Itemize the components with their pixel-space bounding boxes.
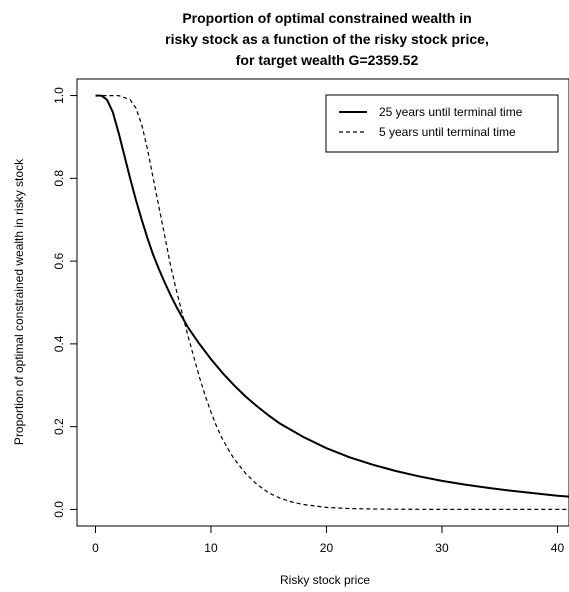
series-line-25-years (95, 94, 569, 498)
chart-title-line-1: Proportion of optimal constrained wealth… (182, 10, 471, 26)
y-tick-label: 0.0 (52, 501, 66, 518)
chart-title-line-2: risky stock as a function of the risky s… (165, 31, 489, 47)
legend-label-25-years: 25 years until terminal time (379, 105, 523, 119)
y-tick-label: 0.4 (52, 335, 66, 352)
plot-frame (76, 78, 569, 527)
y-axis-label: Proportion of optimal constrained wealth… (12, 158, 26, 445)
x-tick-label: 20 (320, 541, 334, 555)
y-tick-label: 0.8 (52, 170, 66, 187)
chart-title-line-3: for target wealth G=2359.52 (236, 52, 419, 68)
series-layer (95, 94, 569, 510)
legend: 25 years until terminal time 5 years unt… (325, 94, 559, 153)
x-tick-label: 40 (551, 541, 565, 555)
series-line-5-years (95, 94, 569, 510)
x-axis-label: Risky stock price (280, 573, 370, 587)
y-tick-label: 0.6 (52, 252, 66, 269)
x-tick-label: 0 (92, 541, 99, 555)
y-tick-label: 0.2 (52, 418, 66, 435)
legend-label-5-years: 5 years until terminal time (379, 125, 516, 139)
legend-box (325, 94, 559, 153)
chart-title: Proportion of optimal constrained wealth… (165, 10, 489, 68)
y-axis: 0.0 0.2 0.4 0.6 0.8 1.0 (52, 87, 77, 518)
x-axis: 0 10 20 30 40 (92, 526, 564, 555)
x-tick-label: 10 (204, 541, 218, 555)
y-tick-label: 1.0 (52, 87, 66, 104)
x-tick-label: 30 (435, 541, 449, 555)
